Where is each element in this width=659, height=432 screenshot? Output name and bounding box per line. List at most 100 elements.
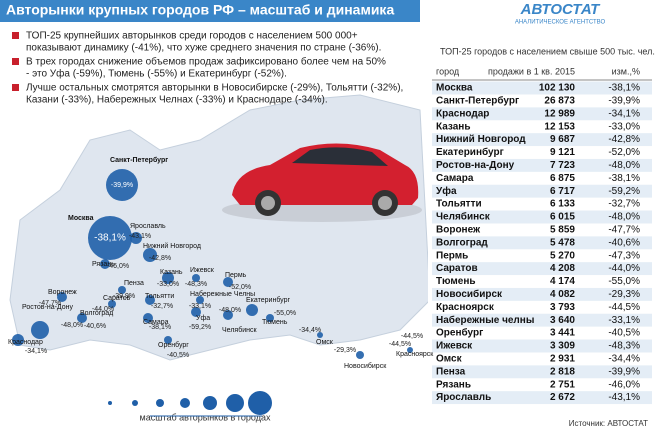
car [222, 143, 422, 222]
city-label: Санкт-Петербург [110, 156, 168, 164]
city-label: Воронеж [48, 289, 77, 296]
table-stripe [432, 287, 652, 301]
table-stripe [432, 184, 652, 198]
city-label: Саратов [103, 295, 131, 302]
table-title: ТОП-25 городов с населением свыше 500 ты… [440, 46, 655, 56]
cell-city: Пермь [436, 250, 468, 261]
map-bubble [192, 274, 200, 282]
cell-sales: 102 130 [539, 83, 576, 94]
map-bubble [143, 248, 157, 262]
cell-city: Ярославль [436, 392, 491, 403]
city-change: -40,5% [167, 352, 189, 359]
map-bubble [407, 347, 413, 353]
logo: АВТОСТАТ [520, 1, 602, 18]
cell-city: Оренбург [436, 327, 483, 339]
cell-city: Тюмень [436, 276, 476, 287]
cell-city: Тольятти [436, 199, 482, 210]
city-change: -48,0% [61, 322, 83, 329]
cell-change: -29,3% [608, 289, 640, 300]
city-label: Москва [68, 215, 94, 222]
city-label: Новосибирск [344, 362, 387, 370]
table-stripe [432, 210, 652, 224]
city-label: Волгоград [80, 310, 113, 317]
cell-change: -39,9% [608, 366, 640, 377]
city-label: Омск [316, 339, 334, 346]
city-label: Ижевск [190, 267, 215, 274]
cell-sales: 6 015 [550, 212, 575, 223]
cell-change: -40,6% [608, 237, 640, 248]
table-stripe [432, 339, 652, 353]
cell-sales: 3 640 [550, 315, 575, 326]
city-change: -32,7% [151, 303, 173, 310]
city-change: -46,0% [107, 263, 129, 270]
table-stripe [432, 262, 652, 276]
cell-change: -55,0% [608, 276, 640, 287]
cell-city: Уфа [436, 185, 457, 197]
city-change: -40,6% [84, 323, 106, 330]
cell-city: Омск [436, 354, 463, 365]
cell-change: -33,0% [608, 121, 640, 132]
city-change: -55,0% [274, 310, 296, 317]
city-change: -34,1% [25, 348, 47, 355]
map-legend: масштаб авторынков в городах [140, 412, 271, 422]
cell-city: Санкт-Петербург [436, 95, 519, 107]
cell-city: Воронеж [436, 225, 481, 236]
table-stripe [432, 365, 652, 379]
map-bubble [100, 259, 110, 269]
cell-change: -44,0% [608, 263, 640, 274]
legend-bubble [180, 398, 190, 408]
cell-sales: 2 751 [550, 379, 575, 390]
city-change: -44,5% [401, 333, 423, 340]
bullet-icon [12, 84, 19, 91]
cell-sales: 2 672 [550, 392, 575, 403]
city-label: Рязань [92, 261, 115, 268]
bullet-text: показывают динамику (-41%), что хуже сре… [26, 43, 381, 54]
cell-sales: 26 873 [544, 96, 575, 107]
city-label: Казань [160, 269, 183, 276]
cell-sales: 5 478 [550, 237, 575, 248]
cell-city: Новосибирск [436, 288, 503, 300]
city-change: -33,1% [189, 303, 211, 310]
legend-bubble [203, 396, 217, 410]
cell-change: -33,1% [608, 315, 640, 326]
city-change: -38,1% [94, 233, 126, 244]
cell-city: Челябинск [436, 211, 491, 223]
cell-sales: 5 859 [550, 225, 575, 236]
cell-city: Казань [436, 121, 471, 132]
col-header: город [436, 66, 460, 76]
city-label: Екатеринбург [246, 296, 290, 304]
table-stripe [432, 133, 652, 147]
cell-city: Красноярск [436, 302, 495, 313]
city-label: Оренбург [158, 341, 189, 349]
table-stripe [432, 81, 652, 95]
cell-city: Москва [436, 83, 473, 94]
cell-change: -47,7% [608, 225, 640, 236]
city-label: Нижний Новгород [143, 242, 201, 250]
map-bubble [223, 277, 233, 287]
cell-change: -48,3% [608, 341, 640, 352]
map-bubble [317, 332, 323, 338]
city-change: -44,5% [389, 341, 411, 348]
cell-change: -43,1% [608, 392, 640, 403]
city-change: -47,7% [39, 300, 61, 307]
title: Авторынки крупных городов РФ – масштаб и… [6, 2, 394, 18]
bullet-icon [12, 32, 19, 39]
cell-change: -44,5% [608, 302, 640, 313]
city-change: -43,1% [129, 233, 151, 240]
cell-sales: 6 717 [550, 186, 575, 197]
cell-change: -32,7% [608, 199, 640, 210]
bullet-text: В трех городах снижение объемов продаж з… [26, 56, 386, 68]
cell-change: -59,2% [608, 186, 640, 197]
cell-sales: 7 723 [550, 160, 575, 171]
source: Источник: АВТОСТАТ [569, 419, 648, 428]
map-bubble [356, 351, 364, 359]
legend-bubble [132, 400, 138, 406]
cell-sales: 4 082 [550, 289, 575, 300]
map-bubble [118, 286, 126, 294]
map-bubble [164, 336, 172, 344]
map-bubble [162, 272, 174, 284]
cell-change: -48,0% [608, 160, 640, 171]
city-label: Уфа [196, 315, 210, 322]
cell-change: -52,0% [608, 147, 640, 158]
map-bubble [145, 295, 155, 305]
